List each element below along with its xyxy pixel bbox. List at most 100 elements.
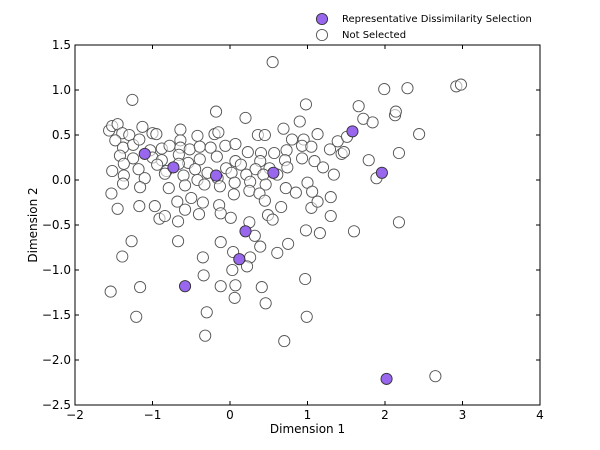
point-not-selected [199,329,212,342]
point-not-selected [193,140,206,153]
series-selected [138,125,393,385]
y-tick-label: −2.5 [42,398,71,412]
x-axis-label: Dimension 1 [270,422,345,436]
y-tick-label: −2.0 [42,353,71,367]
point-not-selected [258,194,271,207]
point-not-selected [241,146,254,159]
point-selected [167,161,180,174]
point-not-selected [185,191,198,205]
y-tick-label: −1.0 [42,263,71,277]
point-not-selected [429,370,442,383]
point-not-selected [196,196,209,209]
point-not-selected [227,188,240,201]
point-not-selected [454,78,468,91]
point-not-selected [229,137,242,151]
point-not-selected [300,310,313,323]
point-not-selected [189,163,202,176]
point-not-selected [234,158,247,171]
x-tick-label: 0 [226,408,234,422]
x-tick-label: 1 [304,408,312,422]
point-not-selected [311,128,324,141]
point-not-selected [204,141,217,154]
point-not-selected [327,168,340,181]
point-not-selected [130,310,143,323]
point-not-selected [136,120,149,133]
point-not-selected [268,146,281,160]
point-not-selected [259,178,272,191]
point-selected [209,169,223,182]
legend-entry-selected: Representative Dissimilarity Selection [342,14,532,25]
series-not-selected [103,56,468,383]
point-selected [267,166,280,179]
point-not-selected [172,235,185,248]
point-not-selected [134,281,147,294]
legend-entry-not-selected: Not Selected [342,30,406,41]
point-not-selected [266,213,279,226]
point-not-selected [299,224,313,237]
x-tick-label: −2 [66,408,84,422]
point-not-selected [183,143,196,156]
point-not-selected [106,164,119,178]
point-not-selected [191,129,204,142]
point-not-selected [401,82,414,95]
y-tick-label: 1.5 [52,38,71,52]
x-tick-label: 4 [536,408,544,422]
point-not-selected [413,128,426,141]
point-not-selected [198,178,211,191]
point-selected [239,225,252,238]
point-not-selected [104,285,117,298]
point-not-selected [178,179,192,192]
point-not-selected [311,195,324,208]
point-not-selected [277,122,290,135]
point-not-selected [254,240,267,253]
x-axis: −2 −1 0 1 2 3 4 [66,45,544,422]
point-selected [233,253,246,266]
point-not-selected [282,237,295,250]
y-tick-label: 1.0 [52,83,71,97]
point-not-selected [117,177,130,190]
point-not-selected [324,191,337,204]
point-not-selected [378,83,391,96]
point-selected [375,166,388,179]
point-not-selected [392,216,406,229]
point-not-selected [214,207,227,220]
point-not-selected [125,235,138,248]
legend-marker-selected [315,12,329,26]
point-not-selected [278,335,291,348]
point-not-selected [275,200,288,214]
point-not-selected [392,146,406,160]
point-not-selected [151,158,164,171]
point-not-selected [229,279,242,292]
x-tick-label: 3 [459,408,467,422]
point-not-selected [158,167,171,180]
point-not-selected [240,260,254,273]
point-not-selected [239,111,252,124]
point-not-selected [212,126,225,139]
point-not-selected [200,306,213,319]
point-not-selected [228,291,241,304]
point-not-selected [224,211,237,224]
point-not-selected [209,105,223,118]
point-not-selected [228,176,241,189]
point-not-selected [259,297,272,310]
point-not-selected [219,139,232,152]
point-not-selected [174,123,187,136]
y-tick-label: 0.0 [52,173,71,187]
point-not-selected [296,152,309,165]
point-not-selected [324,209,337,223]
y-axis: −2.5 −2.0 −1.5 −1.0 −0.5 0.0 0.5 1.0 1.5 [42,38,540,412]
point-not-selected [255,281,268,294]
x-tick-label: −1 [144,408,162,422]
point-not-selected [117,157,130,170]
point-selected [138,147,151,160]
point-not-selected [352,100,365,113]
point-not-selected [366,116,379,129]
point-not-selected [162,182,175,195]
point-not-selected [299,98,313,111]
point-not-selected [323,143,337,156]
point-not-selected [389,105,402,118]
point-not-selected [105,187,118,200]
point-not-selected [257,168,270,181]
point-not-selected [226,263,239,277]
